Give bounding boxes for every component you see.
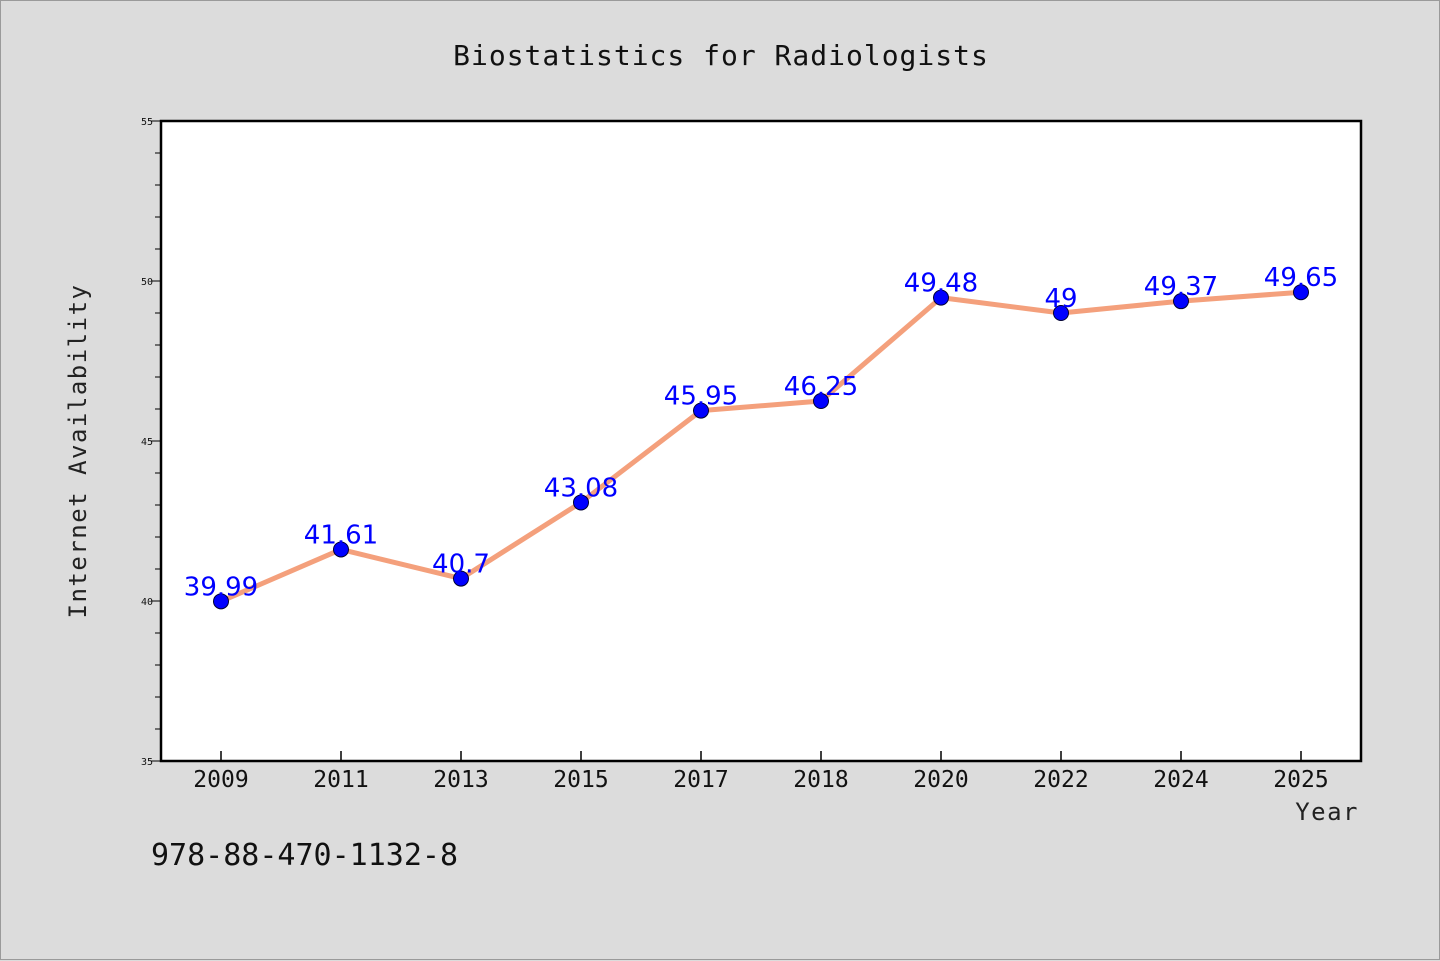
isbn-code: 978-88-470-1132-8 (151, 838, 458, 873)
plot-area (159, 119, 1363, 763)
data-label: 41.61 (304, 520, 378, 550)
data-label: 45.95 (664, 382, 738, 412)
x-tick-label: 2009 (193, 767, 248, 793)
data-label: 49.48 (904, 269, 978, 299)
y-axis-label: Internet Availability (64, 284, 92, 619)
x-tick-label: 2015 (553, 767, 608, 793)
data-point (1053, 305, 1069, 321)
x-tick-label: 2013 (433, 767, 488, 793)
data-point (1293, 284, 1309, 301)
data-point (213, 593, 229, 610)
y-tick-label: 40 (141, 597, 153, 608)
data-label: 49.37 (1144, 272, 1218, 302)
x-tick-label: 2011 (313, 767, 368, 793)
data-label: 43.08 (544, 473, 618, 503)
x-tick-label: 2018 (793, 767, 848, 793)
x-tick-label: 2020 (913, 767, 968, 793)
data-label: 40.7 (432, 550, 490, 580)
data-label: 46.25 (784, 372, 858, 402)
data-point (813, 393, 829, 409)
data-point (333, 541, 349, 558)
data-point (933, 289, 949, 306)
x-tick-label: 2017 (673, 767, 728, 793)
x-axis: 2009 2011 2013 2015 2017 2018 2020 2022 2024 2025 (193, 751, 1329, 793)
data-label: 39.99 (184, 572, 258, 602)
x-tick-label: 2022 (1033, 767, 1088, 793)
y-axis: 35 40 45 50 55 (141, 117, 161, 768)
data-point (1173, 293, 1189, 310)
series-line (218, 289, 1304, 604)
data-label: 49.65 (1264, 263, 1338, 293)
data-label: 49 (1044, 284, 1077, 314)
data-point (573, 494, 589, 511)
data-point (693, 402, 709, 419)
y-tick-label: 55 (141, 117, 153, 128)
y-tick-label: 50 (141, 277, 153, 288)
x-tick-label: 2025 (1273, 767, 1328, 793)
series-layer: 39.99 41.61 40.7 43.08 45.95 46.25 49.48 49 49.3… (184, 263, 1338, 610)
data-point (453, 570, 469, 587)
y-tick-label: 45 (141, 437, 153, 448)
x-axis-label: Year (1295, 798, 1359, 826)
x-tick-label: 2024 (1153, 767, 1208, 793)
chart-title: Biostatistics for Radiologists (453, 39, 989, 72)
y-tick-label: 35 (141, 757, 153, 768)
